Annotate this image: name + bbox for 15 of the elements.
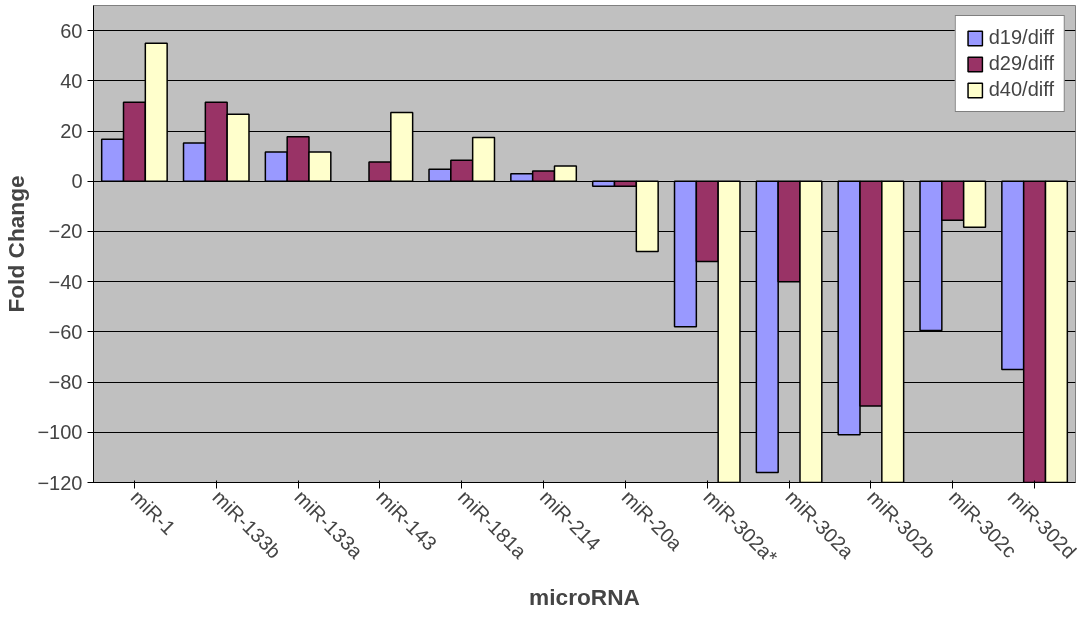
y-axis-title: Fold Change (3, 175, 30, 313)
y-tick-label: −40 (48, 270, 83, 293)
y-tick-label: 40 (60, 69, 83, 92)
y-tick-label: −60 (48, 320, 83, 343)
x-axis-title: microRNA (529, 583, 640, 610)
y-tick-label: 0 (71, 170, 83, 193)
y-tick-label: 60 (60, 19, 83, 42)
legend-label: d19/diff (988, 26, 1054, 49)
legend-label: d40/diff (988, 78, 1054, 101)
y-tick-label: −120 (37, 471, 83, 494)
y-tick-label: −100 (37, 421, 83, 444)
legend-label: d29/diff (988, 52, 1054, 75)
y-tick-label: −80 (48, 371, 83, 394)
y-tick-label: −20 (48, 220, 83, 243)
y-tick-label: 20 (60, 120, 83, 143)
